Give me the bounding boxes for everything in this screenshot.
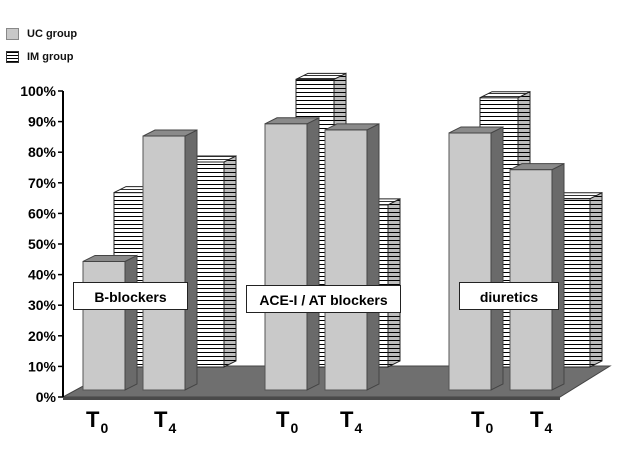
group-label-diuretics: diuretics bbox=[459, 282, 559, 310]
legend-item-uc: UC group bbox=[6, 26, 77, 42]
y-tick-label: 30% bbox=[28, 297, 57, 313]
bar-uc-b-blockers-t4 bbox=[142, 129, 198, 391]
x-tick-b-blockers-t4: T4 bbox=[154, 407, 176, 436]
x-tick-ace-i-at-blockers-t0: T0 bbox=[276, 407, 298, 436]
y-tick-label: 0% bbox=[36, 389, 57, 405]
y-tick-label: 60% bbox=[28, 205, 57, 221]
legend-label-im: IM group bbox=[27, 51, 74, 63]
y-tick-label: 70% bbox=[28, 175, 57, 191]
x-tick-b-blockers-t0: T0 bbox=[86, 407, 108, 436]
y-tick-label: 80% bbox=[28, 144, 57, 160]
floor-edge bbox=[63, 397, 560, 400]
legend-swatch-im bbox=[6, 51, 19, 63]
bar-uc-b-blockers-t0 bbox=[82, 254, 138, 391]
bar-uc-ace-i-at-blockers-t0 bbox=[264, 116, 320, 391]
x-tick-diuretics-t0: T0 bbox=[471, 407, 493, 436]
bar-uc-diuretics-t0 bbox=[448, 126, 504, 391]
y-tick-label: 100% bbox=[20, 83, 56, 99]
x-axis-ticks: T0 T4 T0 T4 T0 T4 bbox=[86, 407, 552, 436]
x-tick-diuretics-t4: T4 bbox=[530, 407, 552, 436]
group-label-b-blockers: B-blockers bbox=[73, 282, 188, 310]
legend-item-im: IM group bbox=[6, 49, 73, 65]
bars bbox=[82, 72, 603, 391]
group-label-ace-i-at-blockers: ACE-I / AT blockers bbox=[246, 285, 401, 313]
y-tick-label: 20% bbox=[28, 328, 57, 344]
y-axis: 0% 10% 20% 30% 40% 50% 60% 70% 80% 90% 100% bbox=[20, 83, 64, 405]
y-tick-label: 50% bbox=[28, 236, 57, 252]
y-tick-label: 90% bbox=[28, 114, 57, 130]
legend-label-uc: UC group bbox=[27, 28, 78, 40]
bar-uc-diuretics-t4 bbox=[509, 162, 565, 391]
y-tick-label: 10% bbox=[28, 358, 57, 374]
x-tick-ace-i-at-blockers-t4: T4 bbox=[340, 407, 362, 436]
y-tick-label: 40% bbox=[28, 267, 57, 283]
legend-swatch-uc bbox=[6, 28, 19, 40]
bar-uc-ace-i-at-blockers-t4 bbox=[324, 123, 380, 391]
